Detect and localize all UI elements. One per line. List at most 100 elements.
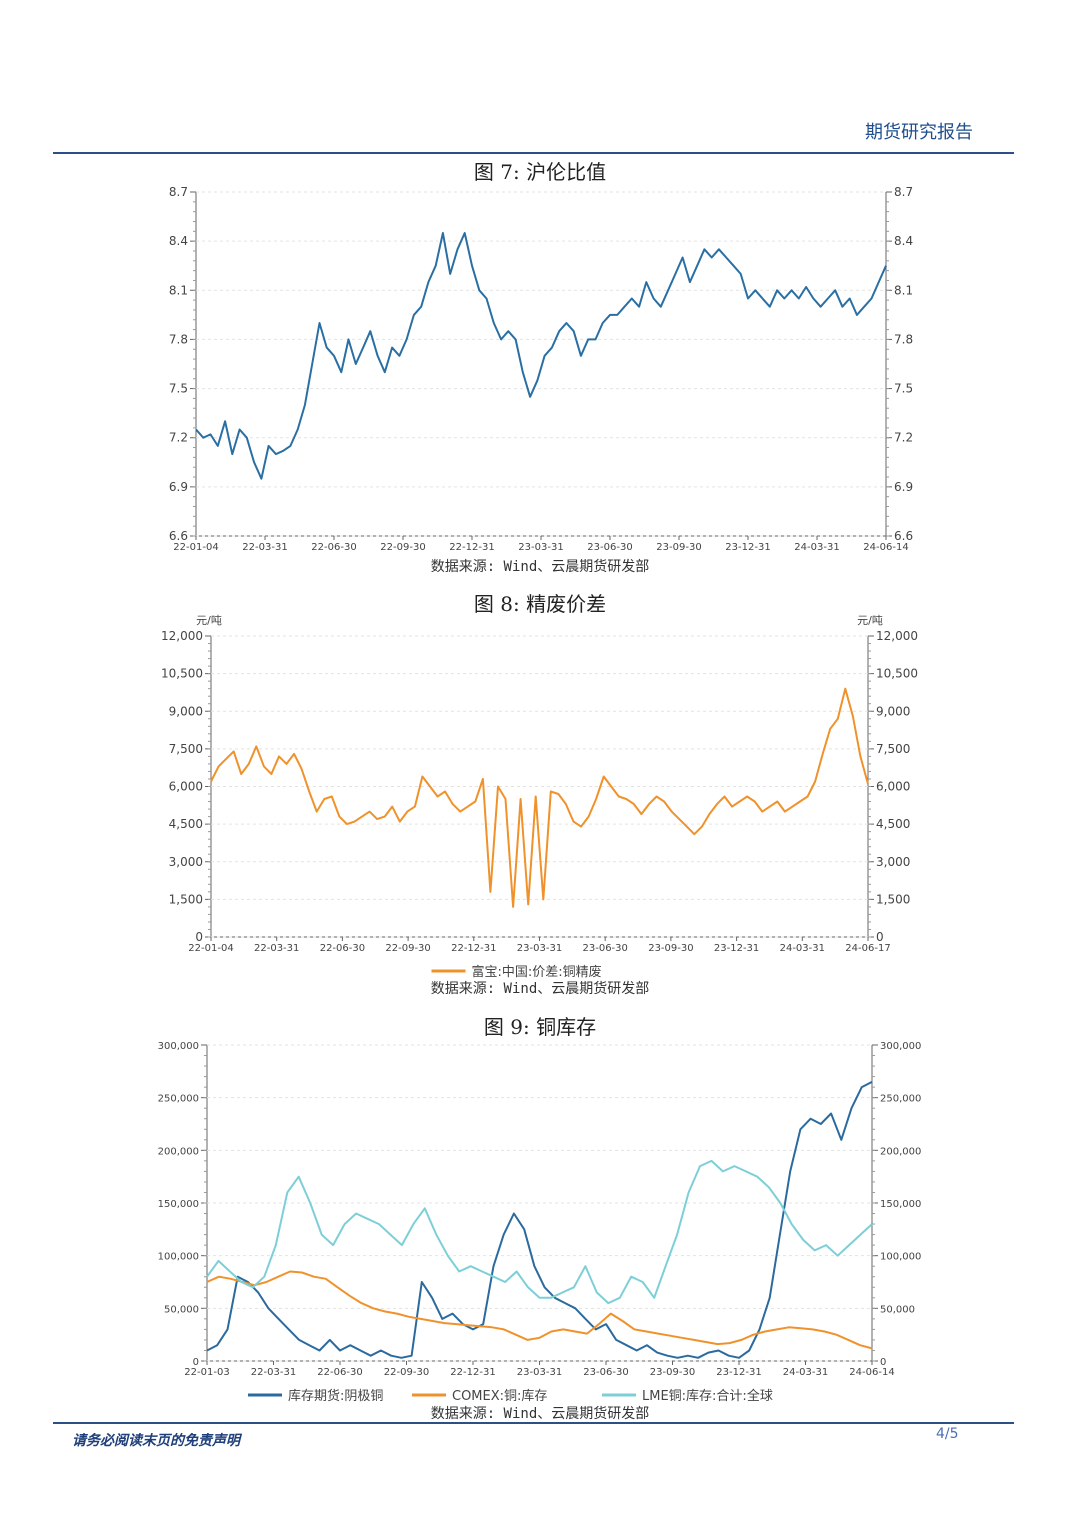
x-tick-label: 23-03-31 xyxy=(517,1367,562,1378)
y-tick-label: 0 xyxy=(193,1357,199,1368)
y-tick-label: 6.9 xyxy=(169,480,188,494)
x-tick-label: 24-03-31 xyxy=(794,542,839,553)
figure-8-title: 图 8: 精废价差 xyxy=(473,592,607,616)
x-tick-label: 23-03-31 xyxy=(518,542,563,553)
y-tick-label-right: 150,000 xyxy=(880,1199,921,1210)
series-line-0 xyxy=(206,1081,873,1359)
y-tick-label: 4,500 xyxy=(169,817,203,831)
series-line-1 xyxy=(206,1270,873,1350)
y-tick-label-right: 6.6 xyxy=(894,529,913,543)
y-tick-label-right: 7.2 xyxy=(894,431,913,445)
x-tick-label: 23-06-30 xyxy=(583,943,628,954)
x-tick-label: 23-12-31 xyxy=(725,542,770,553)
y-tick-label: 8.1 xyxy=(169,283,188,297)
y-tick-label: 6,000 xyxy=(169,780,203,794)
y-tick-label: 150,000 xyxy=(158,1199,199,1210)
y-tick-label-right: 250,000 xyxy=(880,1094,921,1105)
y-tick-label: 7,500 xyxy=(169,742,203,756)
y-tick-label: 7.8 xyxy=(169,332,188,346)
y-tick-label-right: 6.9 xyxy=(894,480,913,494)
y-unit-label: 元/吨 xyxy=(196,614,222,627)
legend-label-0: 富宝:中国:价差:铜精废 xyxy=(472,964,602,980)
y-tick-label: 7.2 xyxy=(169,431,188,445)
x-tick-label: 24-06-14 xyxy=(863,542,908,553)
report-category: 期货研究报告 xyxy=(865,122,973,143)
x-tick-label: 22-12-31 xyxy=(450,1367,495,1378)
y-tick-label-right: 8.1 xyxy=(894,283,913,297)
legend-label-2: LME铜:库存:合计:全球 xyxy=(642,1388,773,1404)
x-tick-label: 22-09-30 xyxy=(384,1367,429,1378)
x-tick-label: 22-01-03 xyxy=(184,1367,229,1378)
x-tick-label: 23-12-31 xyxy=(714,943,759,954)
page-number: 4/5 xyxy=(936,1426,959,1442)
y-tick-label: 6.6 xyxy=(169,529,188,543)
x-tick-label: 23-12-31 xyxy=(716,1367,761,1378)
y-tick-label-right: 200,000 xyxy=(880,1146,921,1157)
y-tick-label-right: 9,000 xyxy=(876,704,910,718)
y-tick-label-right: 1,500 xyxy=(876,892,910,906)
y-tick-label: 250,000 xyxy=(158,1094,199,1105)
x-tick-label: 22-12-31 xyxy=(451,943,496,954)
y-tick-label: 8.7 xyxy=(169,185,188,199)
y-tick-label-right: 8.4 xyxy=(894,234,913,248)
y-tick-label-right: 0 xyxy=(880,1357,886,1368)
figure-7-source: 数据来源: Wind、云晨期货研发部 xyxy=(430,559,650,575)
y-tick-label: 100,000 xyxy=(158,1252,199,1263)
y-tick-label: 200,000 xyxy=(158,1146,199,1157)
y-tick-label: 10,500 xyxy=(161,667,203,681)
header-rule xyxy=(53,152,1014,154)
y-tick-label-right: 7.8 xyxy=(894,332,913,346)
y-tick-label: 0 xyxy=(195,930,203,944)
y-tick-label-right: 8.7 xyxy=(894,185,913,199)
x-tick-label: 23-09-30 xyxy=(650,1367,695,1378)
y-tick-label-right: 7,500 xyxy=(876,742,910,756)
y-tick-label-right: 6,000 xyxy=(876,780,910,794)
y-tick-label-right: 300,000 xyxy=(880,1041,921,1052)
chart-copper-inventory: 0 0 50,000 50,000 100,000 100,000 150,000 150,0… xyxy=(158,1041,922,1404)
x-tick-label: 22-03-31 xyxy=(242,542,287,553)
legend-label-1: COMEX:铜:库存 xyxy=(452,1388,547,1404)
disclaimer-text: 请务必阅读末页的免责声明 xyxy=(72,1433,240,1449)
y-tick-label: 3,000 xyxy=(169,855,203,869)
y-tick-label-right: 7.5 xyxy=(894,382,913,396)
x-tick-label: 22-03-31 xyxy=(254,943,299,954)
x-tick-label: 22-06-30 xyxy=(311,542,356,553)
y-tick-label-right: 100,000 xyxy=(880,1252,921,1263)
series-line-0 xyxy=(210,687,869,908)
x-tick-label: 22-06-30 xyxy=(320,943,365,954)
x-tick-label: 22-09-30 xyxy=(380,542,425,553)
x-tick-label: 22-12-31 xyxy=(449,542,494,553)
x-tick-label: 24-06-14 xyxy=(849,1367,894,1378)
y-tick-label-right: 4,500 xyxy=(876,817,910,831)
series-line-2 xyxy=(206,1159,873,1305)
x-tick-label: 24-06-17 xyxy=(845,943,890,954)
chart-refined-scrap-spread: 0 0 1,500 1,500 3,000 3,000 4,500 4,500 6,000 6,0… xyxy=(161,614,918,980)
x-tick-label: 22-09-30 xyxy=(385,943,430,954)
y-tick-label-right: 50,000 xyxy=(880,1304,915,1315)
y-tick-label: 9,000 xyxy=(169,704,203,718)
y-tick-label: 7.5 xyxy=(169,382,188,396)
y-tick-label-right: 3,000 xyxy=(876,855,910,869)
legend-label-0: 库存期货:阴极铜 xyxy=(288,1388,383,1404)
x-tick-label: 24-03-31 xyxy=(780,943,825,954)
x-tick-label: 22-01-04 xyxy=(173,542,218,553)
footer-rule xyxy=(53,1422,1014,1424)
y-tick-label: 8.4 xyxy=(169,234,188,248)
y-tick-label-right: 10,500 xyxy=(876,667,918,681)
x-tick-label: 23-09-30 xyxy=(648,943,693,954)
y-tick-label-right: 12,000 xyxy=(876,629,918,643)
x-tick-label: 23-06-30 xyxy=(583,1367,628,1378)
y-tick-label: 50,000 xyxy=(164,1304,199,1315)
y-tick-label: 300,000 xyxy=(158,1041,199,1052)
x-tick-label: 24-03-31 xyxy=(783,1367,828,1378)
chart-sh-lme-ratio: 6.6 6.6 6.9 6.9 7.2 7.2 7.5 7.5 7.8 7.8 8.1 8.1 8.4 8… xyxy=(169,185,913,553)
y-tick-label: 12,000 xyxy=(161,629,203,643)
x-tick-label: 23-03-31 xyxy=(517,943,562,954)
x-tick-label: 22-06-30 xyxy=(317,1367,362,1378)
x-tick-label: 22-01-04 xyxy=(188,943,233,954)
figure-9-source: 数据来源: Wind、云晨期货研发部 xyxy=(430,1406,650,1422)
y-tick-label-right: 0 xyxy=(876,930,884,944)
y-unit-label-right: 元/吨 xyxy=(857,614,883,627)
x-tick-label: 23-06-30 xyxy=(587,542,632,553)
figure-9-title: 图 9: 铜库存 xyxy=(483,1015,597,1039)
